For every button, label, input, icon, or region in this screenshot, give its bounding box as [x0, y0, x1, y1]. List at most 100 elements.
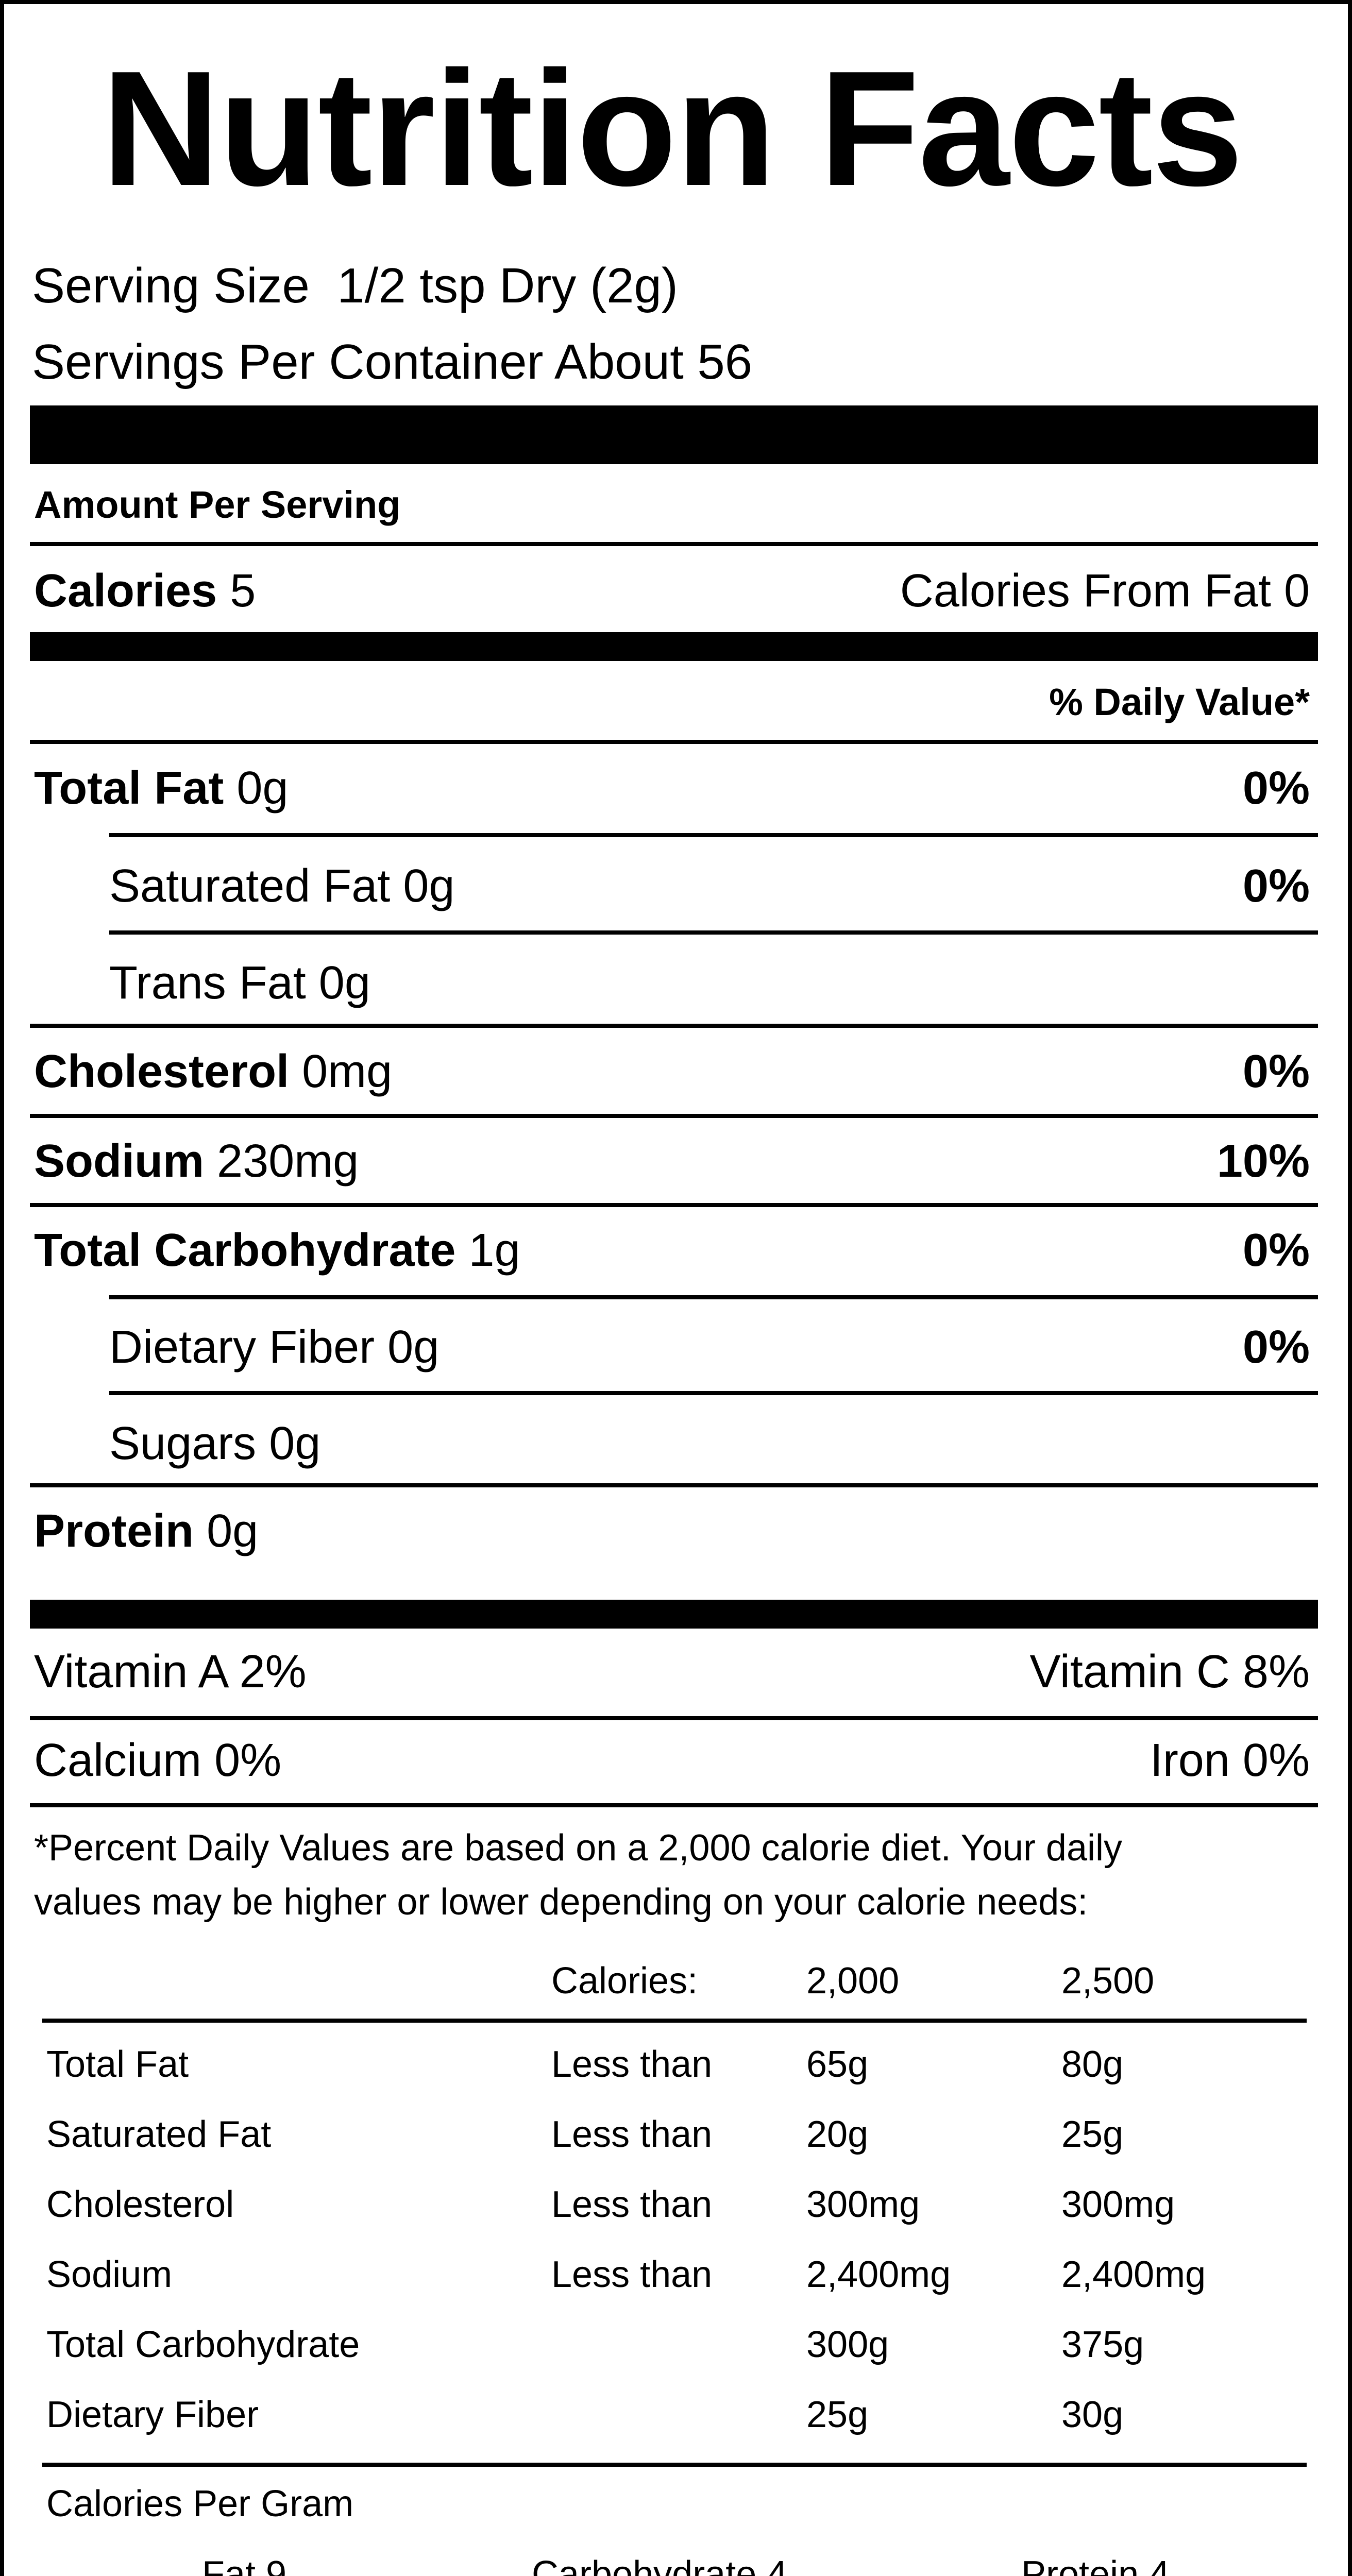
label-title: Nutrition Facts [102, 37, 1243, 220]
calories-value: 5 [230, 565, 256, 617]
divider [30, 542, 1318, 546]
dv-table-divider [42, 2019, 1307, 2023]
nutrient-amount: 0g [387, 1321, 440, 1373]
divider [109, 833, 1318, 837]
dv-table-2500-header: 2,500 [1061, 1960, 1155, 2002]
nutrient-row-total-fat: Total Fat 0g [34, 760, 288, 817]
dv-row-label: Total Carbohydrate [46, 2324, 360, 2365]
divider [109, 1295, 1318, 1299]
nutrient-amount: 0g [269, 1418, 321, 1469]
calories-from-fat-label: Calories From Fat [900, 565, 1271, 617]
nutrient-row-sodium: Sodium 230mg [34, 1133, 359, 1190]
calories-from-fat: Calories From Fat 0 [900, 563, 1310, 619]
nutrient-row-cholesterol: Cholesterol 0mg [34, 1043, 392, 1100]
nutrient-amount: 0g [207, 1505, 259, 1557]
nutrient-amount: 0g [318, 957, 370, 1009]
dv-row-2000: 65g [806, 2044, 869, 2085]
nutrient-row-protein: Protein 0g [34, 1503, 258, 1560]
divider [30, 1716, 1318, 1720]
nutrient-row-sugars: Sugars 0g [109, 1415, 320, 1472]
dv-row-label: Sodium [46, 2254, 173, 2295]
dv-row-2500: 30g [1061, 2394, 1124, 2435]
serving-size-label: Serving Size [32, 258, 310, 313]
dv-table-calories-header: Calories: [551, 1960, 698, 2002]
nutrient-amount: 0g [236, 762, 289, 814]
nutrient-amount: 1g [468, 1225, 520, 1276]
vitamin-c: Vitamin C 8% [1029, 1646, 1310, 1698]
vitamin-a: Vitamin A 2% [34, 1646, 307, 1698]
footnote-line-2: values may be higher or lower depending … [34, 1882, 1088, 1923]
divider [30, 1803, 1318, 1807]
thick-divider [30, 405, 1318, 464]
medium-divider [30, 632, 1318, 661]
divider [30, 1203, 1318, 1207]
serving-size-value: 1/2 tsp Dry (2g) [337, 258, 678, 313]
nutrient-name: Cholesterol [34, 1046, 290, 1097]
dv-row-label: Total Fat [46, 2044, 189, 2085]
dv-row-2000: 300g [806, 2324, 889, 2365]
nutrient-row-dietary-fiber: Dietary Fiber 0g [109, 1319, 439, 1376]
daily-value-header: % Daily Value* [1049, 681, 1310, 723]
calories-per-gram-label: Calories Per Gram [46, 2483, 354, 2524]
nutrient-row-saturated-fat: Saturated Fat 0g [109, 858, 454, 914]
nutrient-name: Sodium [34, 1136, 204, 1187]
dv-row-label: Saturated Fat [46, 2114, 272, 2155]
divider [109, 1391, 1318, 1395]
calories-from-fat-value: 0 [1283, 565, 1310, 617]
nutrient-name: Trans Fat [109, 957, 306, 1009]
dv-row-2500: 25g [1061, 2114, 1124, 2155]
divider [109, 930, 1318, 935]
calcium: Calcium 0% [34, 1735, 282, 1786]
dv-row-2000: 300mg [806, 2184, 920, 2225]
dv-row-qualifier: Less than [551, 2114, 713, 2155]
nutrient-row-trans-fat: Trans Fat 0g [109, 955, 370, 1011]
nutrient-dv: 0% [1242, 1321, 1310, 1373]
servings-per-container-value: About 56 [554, 334, 753, 389]
medium-divider [30, 1600, 1318, 1629]
divider [30, 1483, 1318, 1487]
nutrient-name: Protein [34, 1505, 194, 1557]
dv-row-2000: 25g [806, 2394, 869, 2435]
calories-per-gram-protein: Protein 4 [1021, 2554, 1170, 2576]
nutrient-name: Total Carbohydrate [34, 1225, 456, 1276]
dv-row-label: Cholesterol [46, 2184, 234, 2225]
divider [30, 1114, 1318, 1118]
nutrient-name: Sugars [109, 1418, 257, 1469]
serving-size: Serving Size 1/2 tsp Dry (2g) [32, 258, 678, 314]
calories-per-gram-carbohydrate: Carbohydrate 4 [532, 2554, 788, 2576]
dv-row-qualifier: Less than [551, 2044, 713, 2085]
calories-label: Calories [34, 565, 217, 617]
nutrient-dv: 0% [1242, 1046, 1310, 1097]
dv-row-2500: 300mg [1061, 2184, 1175, 2225]
nutrient-dv: 0% [1242, 1225, 1310, 1276]
divider [30, 740, 1318, 744]
nutrient-name: Total Fat [34, 762, 224, 814]
servings-per-container-label: Servings Per Container [32, 334, 544, 389]
nutrient-name: Dietary Fiber [109, 1321, 375, 1373]
nutrient-amount: 0mg [302, 1046, 393, 1097]
amount-per-serving: Amount Per Serving [34, 483, 401, 526]
dv-row-2000: 2,400mg [806, 2254, 951, 2295]
dv-row-2500: 80g [1061, 2044, 1124, 2085]
footnote-line-1: *Percent Daily Values are based on a 2,0… [34, 1827, 1123, 1869]
calories-per-gram-fat: Fat 9 [202, 2554, 287, 2576]
divider [30, 1024, 1318, 1028]
dv-table-2000-header: 2,000 [806, 1960, 900, 2002]
dv-row-2000: 20g [806, 2114, 869, 2155]
dv-row-qualifier: Less than [551, 2254, 713, 2295]
nutrient-dv: 0% [1242, 860, 1310, 912]
dv-row-qualifier: Less than [551, 2184, 713, 2225]
dv-row-2500: 375g [1061, 2324, 1144, 2365]
nutrient-amount: 0g [403, 860, 455, 912]
nutrient-row-total-carbohydrate: Total Carbohydrate 1g [34, 1222, 520, 1279]
nutrient-dv: 10% [1216, 1136, 1310, 1187]
servings-per-container: Servings Per Container About 56 [32, 334, 752, 391]
iron: Iron 0% [1150, 1735, 1310, 1786]
nutrient-dv: 0% [1242, 762, 1310, 814]
dv-table-divider [42, 2463, 1307, 2467]
calories-row: Calories 5 [34, 563, 256, 619]
nutrient-amount: 230mg [217, 1136, 359, 1187]
nutrient-name: Saturated Fat [109, 860, 391, 912]
dv-row-label: Dietary Fiber [46, 2394, 259, 2435]
dv-row-2500: 2,400mg [1061, 2254, 1206, 2295]
